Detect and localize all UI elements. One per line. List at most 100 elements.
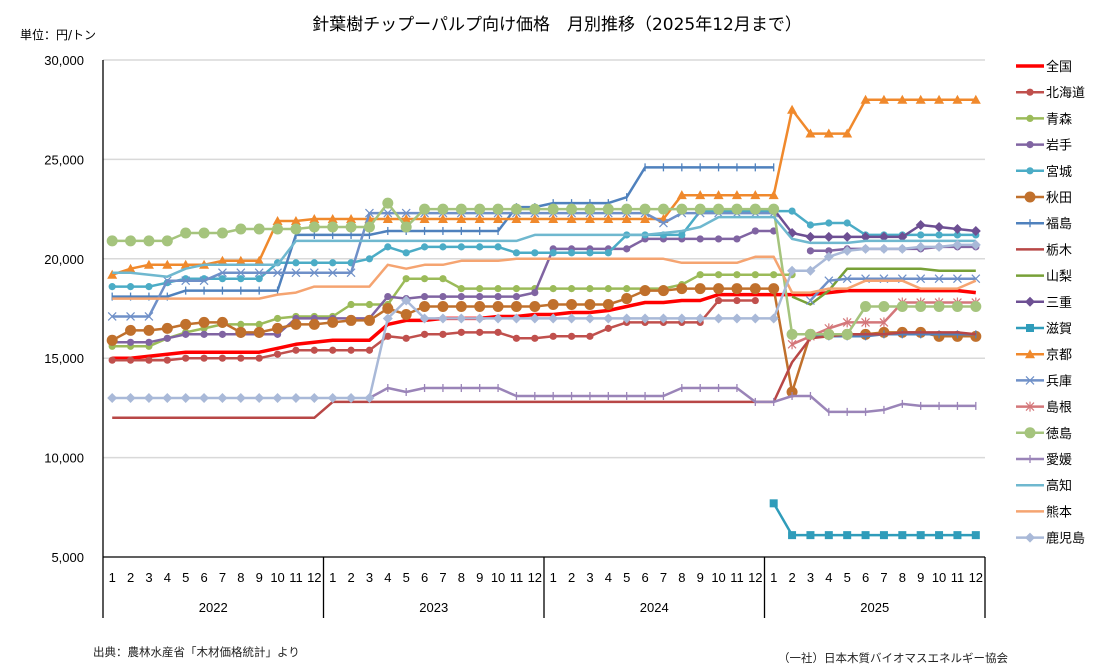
data-point xyxy=(621,214,632,224)
y-tick-label: 25,000 xyxy=(44,152,84,167)
legend-label: 熊本 xyxy=(1046,504,1072,520)
x-tick-label-year: 2023 xyxy=(419,600,448,615)
data-point xyxy=(512,334,521,342)
data-point xyxy=(291,268,301,278)
data-point xyxy=(602,299,614,311)
data-point xyxy=(842,274,852,284)
data-point xyxy=(751,296,759,305)
data-point xyxy=(970,301,982,313)
data-point xyxy=(420,275,429,283)
legend-item: 三重 xyxy=(1016,295,1072,311)
legend-item: 愛媛 xyxy=(1016,453,1072,468)
data-point xyxy=(494,243,502,251)
data-point xyxy=(935,231,943,239)
data-point xyxy=(273,350,282,358)
data-point xyxy=(346,392,357,403)
data-point xyxy=(676,313,687,324)
data-point xyxy=(384,243,392,251)
legend-item: 青森 xyxy=(1016,112,1072,127)
data-point xyxy=(308,221,320,233)
data-point xyxy=(145,356,153,364)
x-tick-label-month: 4 xyxy=(384,570,391,585)
data-point xyxy=(953,531,962,540)
data-point xyxy=(749,203,761,215)
data-point xyxy=(402,334,410,342)
data-point xyxy=(474,203,486,215)
data-point xyxy=(420,330,429,338)
legend-label: 三重 xyxy=(1046,295,1072,311)
data-point xyxy=(584,299,596,311)
data-point xyxy=(474,301,486,313)
legend-label: 宮城 xyxy=(1046,164,1072,180)
x-tick-label-month: 8 xyxy=(899,570,906,585)
legend-label: 全国 xyxy=(1046,59,1072,75)
data-point xyxy=(548,214,559,224)
data-point xyxy=(604,285,612,293)
data-point xyxy=(437,301,449,313)
data-point xyxy=(290,392,301,403)
data-point xyxy=(400,308,412,320)
data-point xyxy=(935,531,944,540)
data-point xyxy=(768,283,780,295)
data-point xyxy=(365,300,374,309)
x-tick-label-month: 7 xyxy=(439,570,446,585)
data-point xyxy=(547,299,559,311)
data-point xyxy=(363,314,375,326)
data-point xyxy=(549,332,557,340)
x-tick-label-month: 3 xyxy=(586,570,593,585)
data-point xyxy=(549,249,557,257)
data-point xyxy=(401,295,412,306)
data-point xyxy=(529,203,541,215)
legend-item: 山梨 xyxy=(1016,270,1072,285)
data-point xyxy=(162,276,172,286)
data-point xyxy=(310,259,318,267)
x-tick-label-month: 7 xyxy=(660,570,667,585)
x-tick-label-month: 3 xyxy=(145,570,152,585)
legend-label: 滋賀 xyxy=(1046,322,1072,337)
legend-item: 島根 xyxy=(1016,401,1072,416)
data-point xyxy=(439,330,447,338)
data-point xyxy=(934,274,944,284)
series-line xyxy=(111,98,976,276)
data-point xyxy=(308,318,320,330)
data-point xyxy=(237,320,245,329)
y-tick-label: 5,000 xyxy=(51,550,84,565)
data-point xyxy=(327,221,339,233)
data-point xyxy=(603,313,614,324)
x-tick-label-month: 8 xyxy=(237,570,244,585)
data-point xyxy=(529,301,541,313)
data-point xyxy=(439,275,447,283)
legend-label: 岩手 xyxy=(1046,139,1072,154)
data-point xyxy=(327,214,338,224)
credit-note: （一社）日本木質バイオマスエネルギー協会 xyxy=(778,651,1008,665)
data-point xyxy=(108,283,116,291)
series-15 xyxy=(106,197,982,340)
data-point xyxy=(420,243,429,251)
data-point xyxy=(806,221,815,229)
data-point xyxy=(547,203,559,215)
data-point xyxy=(143,235,155,247)
data-point xyxy=(200,330,208,338)
data-point xyxy=(420,292,429,301)
data-point xyxy=(455,203,467,215)
data-point xyxy=(878,231,889,242)
data-point xyxy=(107,392,118,403)
series-line xyxy=(112,215,976,278)
series-line xyxy=(368,386,976,414)
data-point xyxy=(731,190,742,200)
data-point xyxy=(327,392,338,403)
data-point xyxy=(329,259,337,267)
data-point xyxy=(218,330,227,338)
data-point xyxy=(951,301,963,313)
x-tick-label-month: 2 xyxy=(788,570,795,585)
data-point xyxy=(510,301,522,313)
data-point xyxy=(676,203,688,215)
x-tick-label-month: 3 xyxy=(807,570,814,585)
data-point xyxy=(788,207,796,215)
data-point xyxy=(107,269,118,279)
x-tick-label-month: 12 xyxy=(307,570,321,585)
data-point xyxy=(640,313,651,324)
data-point xyxy=(548,313,559,324)
series-line xyxy=(111,287,976,394)
data-point xyxy=(218,354,227,362)
